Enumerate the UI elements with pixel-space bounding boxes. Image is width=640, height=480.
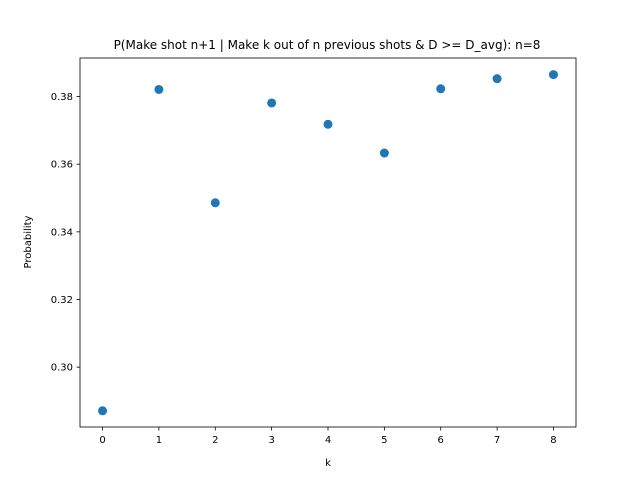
x-tick-label: 0 bbox=[99, 435, 105, 446]
y-axis-label: Probability bbox=[23, 215, 34, 268]
data-points bbox=[98, 70, 558, 416]
x-tick-label: 2 bbox=[212, 435, 218, 446]
plot-area-frame bbox=[79, 57, 577, 428]
x-tick-label: 1 bbox=[156, 435, 162, 446]
y-tick-label: 0.30 bbox=[51, 363, 73, 374]
x-tick-label: 5 bbox=[381, 435, 387, 446]
y-tick-label: 0.36 bbox=[51, 160, 73, 171]
y-tick-label: 0.32 bbox=[51, 295, 73, 306]
x-axis: 0 1 2 3 4 5 6 7 8 bbox=[99, 427, 557, 446]
chart-title: P(Make shot n+1 | Make k out of n previo… bbox=[114, 38, 541, 52]
x-axis-label: k bbox=[325, 458, 331, 469]
data-point bbox=[154, 84, 164, 94]
x-tick-label: 6 bbox=[438, 435, 444, 446]
x-tick-label: 3 bbox=[268, 435, 274, 446]
x-tick-label: 4 bbox=[325, 435, 331, 446]
data-point bbox=[492, 74, 502, 84]
x-tick-label: 7 bbox=[494, 435, 500, 446]
data-point bbox=[267, 98, 277, 108]
y-axis: 0.30 0.32 0.34 0.36 0.38 bbox=[51, 92, 80, 374]
data-point bbox=[98, 406, 108, 416]
data-point bbox=[436, 84, 446, 94]
data-point bbox=[210, 198, 220, 208]
data-point bbox=[379, 148, 389, 158]
data-point bbox=[323, 119, 333, 129]
x-tick-label: 8 bbox=[550, 435, 556, 446]
data-point bbox=[548, 70, 558, 80]
y-tick-label: 0.34 bbox=[51, 227, 73, 238]
y-tick-label: 0.38 bbox=[51, 92, 73, 103]
